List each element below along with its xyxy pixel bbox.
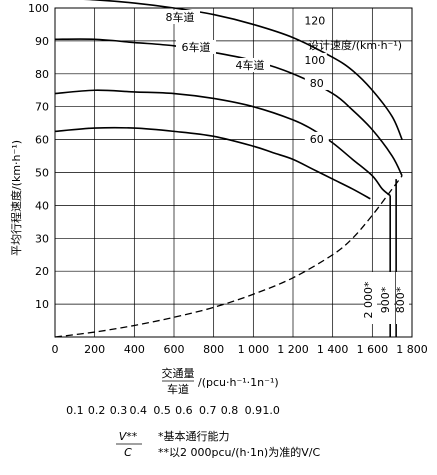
label-mask [304, 131, 329, 146]
vc-tick-label: 0.6 [175, 404, 193, 417]
grid-layer [54, 7, 413, 338]
y-tick-label: 20 [35, 265, 49, 278]
speed-label-120: 120 [304, 14, 325, 27]
vc-tick-label: 0.2 [88, 404, 106, 417]
capacity-label: 900* [379, 286, 392, 313]
x-tick-label: 600 [164, 343, 185, 356]
y-tick-label: 70 [35, 101, 49, 114]
y-tick-label: 90 [35, 35, 49, 48]
label-mask [230, 58, 270, 72]
y-tick-label: 30 [35, 232, 49, 245]
label-mask [302, 52, 327, 67]
label-mask [304, 75, 329, 90]
speed-legend: 设计速度/(km·h⁻¹) [308, 38, 402, 52]
y-tick-label: 40 [35, 199, 49, 212]
y-tick-label: 60 [35, 134, 49, 147]
vc-tick-label: 0.4 [130, 404, 148, 417]
vc-tick-label: 0.7 [199, 404, 217, 417]
series-line-80 [54, 89, 391, 197]
speed-label-80: 80 [310, 77, 324, 90]
vc-tick-label: 0.9 [245, 404, 263, 417]
x-tick-label: 1 000 [238, 343, 270, 356]
x-tick-label: 800 [203, 343, 224, 356]
x-tick-label: 1 200 [277, 343, 309, 356]
lane-label: 8车道 [166, 10, 195, 24]
x-tick-label: 1 400 [317, 343, 349, 356]
series-line-120 [83, 0, 403, 140]
series-line-100 [54, 38, 403, 177]
vc-tick-label: 0.1 [66, 404, 84, 417]
vc-tick-label: 0.5 [153, 404, 171, 417]
lane-label: 4车道 [236, 58, 265, 72]
lane-label: 6车道 [182, 40, 211, 54]
y-tick-label: 80 [35, 68, 49, 81]
vc-tick-label: 0.8 [221, 404, 239, 417]
label-mask [302, 13, 327, 28]
vc-tick-label: 0.3 [110, 404, 128, 417]
x-tick-label: 200 [84, 343, 105, 356]
y-tick-label: 100 [28, 2, 49, 15]
x-tick-label: 400 [124, 343, 145, 356]
vc-fraction-top: V** [119, 430, 138, 443]
text-layer: 平均行程速度/(km·h⁻¹) 交通量 车道 /(pcu·h⁻¹·1n⁻¹) 设… [9, 2, 428, 459]
capacity-label: 2 000* [362, 281, 375, 318]
y-tick-label: 50 [35, 167, 49, 180]
x-axis-label-bottom: 车道 [167, 382, 189, 396]
note-basic-capacity: *基本通行能力 [158, 429, 230, 443]
label-mask [176, 40, 216, 54]
label-mask [381, 272, 394, 324]
label-mask [160, 10, 200, 24]
y-axis-label: 平均行程速度/(km·h⁻¹) [9, 140, 23, 256]
label-mask [364, 272, 377, 324]
capacity-label: 800* [394, 286, 407, 313]
x-axis-label-top: 交通量 [162, 366, 195, 380]
label-mask [396, 272, 409, 324]
x-axis-label-unit: /(pcu·h⁻¹·1n⁻¹) [198, 376, 279, 389]
x-tick-label: 1 600 [357, 343, 389, 356]
speed-label-100: 100 [304, 54, 325, 67]
vc-fraction-bottom: C [124, 446, 132, 459]
vc-tick-label: 1.0 [262, 404, 280, 417]
x-tick-label: 1 800 [396, 343, 428, 356]
series-line-60 [54, 126, 371, 200]
capacity-curve [54, 175, 403, 338]
x-tick-label: 0 [52, 343, 59, 356]
note-vc-basis: **以2 000pcu/(h·1n)为准的V/C [158, 445, 320, 459]
speed-label-60: 60 [310, 133, 324, 146]
y-tick-label: 10 [35, 298, 49, 311]
